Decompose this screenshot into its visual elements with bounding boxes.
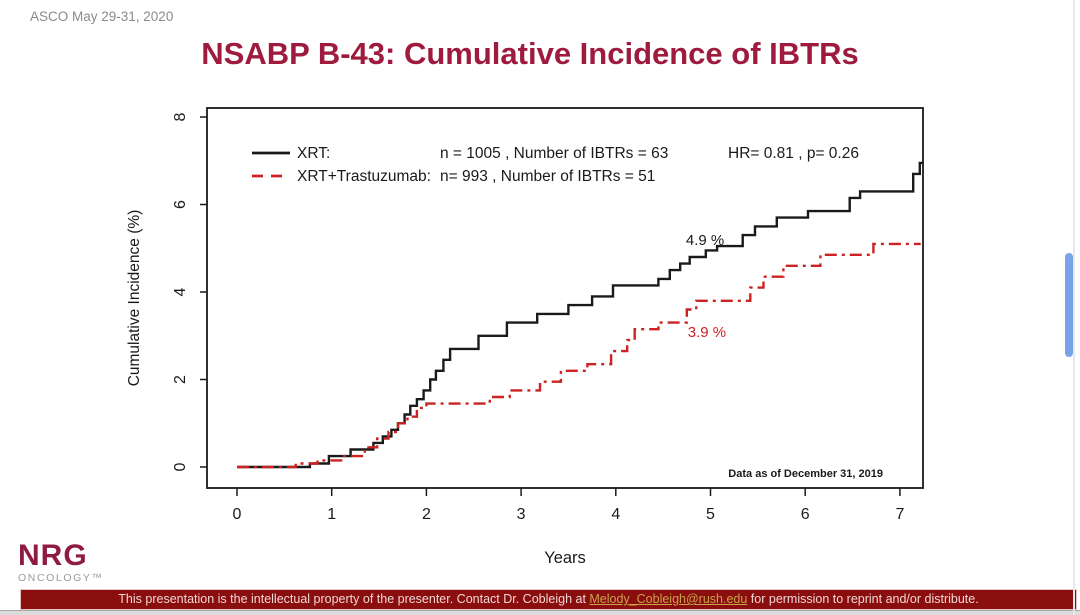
legend-series-stats: n= 993 , Number of IBTRs = 51 [440, 168, 655, 185]
event-label: ASCO May 29-31, 2020 [30, 9, 174, 24]
chart-area: 0 1 2 3 4 5 6 7 0 2 4 6 8 Years Cumulative Incidence (… [105, 88, 990, 588]
x-tick-label: 7 [895, 506, 904, 523]
y-tick-label: 0 [172, 462, 189, 471]
y-tick-label: 2 [172, 375, 189, 384]
series-curve-xrt [237, 161, 923, 469]
data-as-of-note: Data as of December 31, 2019 [728, 468, 883, 480]
y-tick-label: 4 [172, 287, 189, 296]
nrg-logo-subtext: ONCOLOGY™ [18, 572, 104, 584]
scrollbar-thumb[interactable] [1065, 253, 1073, 357]
curve-annotation: 4.9 % [686, 232, 724, 249]
x-tick-label: 0 [233, 506, 242, 523]
x-tick-label: 2 [422, 506, 431, 523]
y-tick-label: 8 [172, 112, 189, 121]
copyright-notice-bar: This presentation is the intellectual pr… [20, 589, 1077, 610]
notice-text-post: for permission to reprint and/or distrib… [747, 592, 979, 606]
x-tick-label: 4 [611, 506, 620, 523]
y-tick-label: 6 [172, 200, 189, 209]
legend-series-stats: n = 1005 , Number of IBTRs = 63 [440, 145, 668, 162]
y-axis-label: Cumulative Incidence (%) [126, 210, 143, 387]
x-tick-label: 1 [327, 506, 336, 523]
page-title: NSABP B-43: Cumulative Incidence of IBTR… [201, 36, 859, 71]
x-tick-label: 3 [517, 506, 526, 523]
email-link[interactable]: Melody_Cobleigh@rush.edu [589, 592, 748, 606]
plot-box [206, 107, 924, 489]
scrollbar-track[interactable] [1073, 0, 1075, 615]
bottom-divider-strip [0, 610, 1080, 615]
nrg-logo-text: NRG [18, 539, 88, 572]
series-curve-xrt-trastuzumab [237, 242, 921, 469]
x-tick-label: 5 [706, 506, 715, 523]
legend-series-name: XRT+Trastuzumab: [297, 168, 431, 185]
nrg-oncology-logo: NRG ONCOLOGY™ [18, 539, 104, 585]
hr-pvalue-text: HR= 0.81 , p= 0.26 [728, 145, 859, 162]
legend-series-name: XRT: [297, 145, 330, 162]
curve-annotation: 3.9 % [688, 324, 726, 341]
cumulative-incidence-chart: 0 1 2 3 4 5 6 7 0 2 4 6 8 Years Cumulative Incidence (… [126, 107, 924, 567]
x-tick-label: 6 [801, 506, 810, 523]
notice-text-pre: This presentation is the intellectual pr… [118, 592, 590, 606]
x-axis-label: Years [544, 549, 586, 567]
